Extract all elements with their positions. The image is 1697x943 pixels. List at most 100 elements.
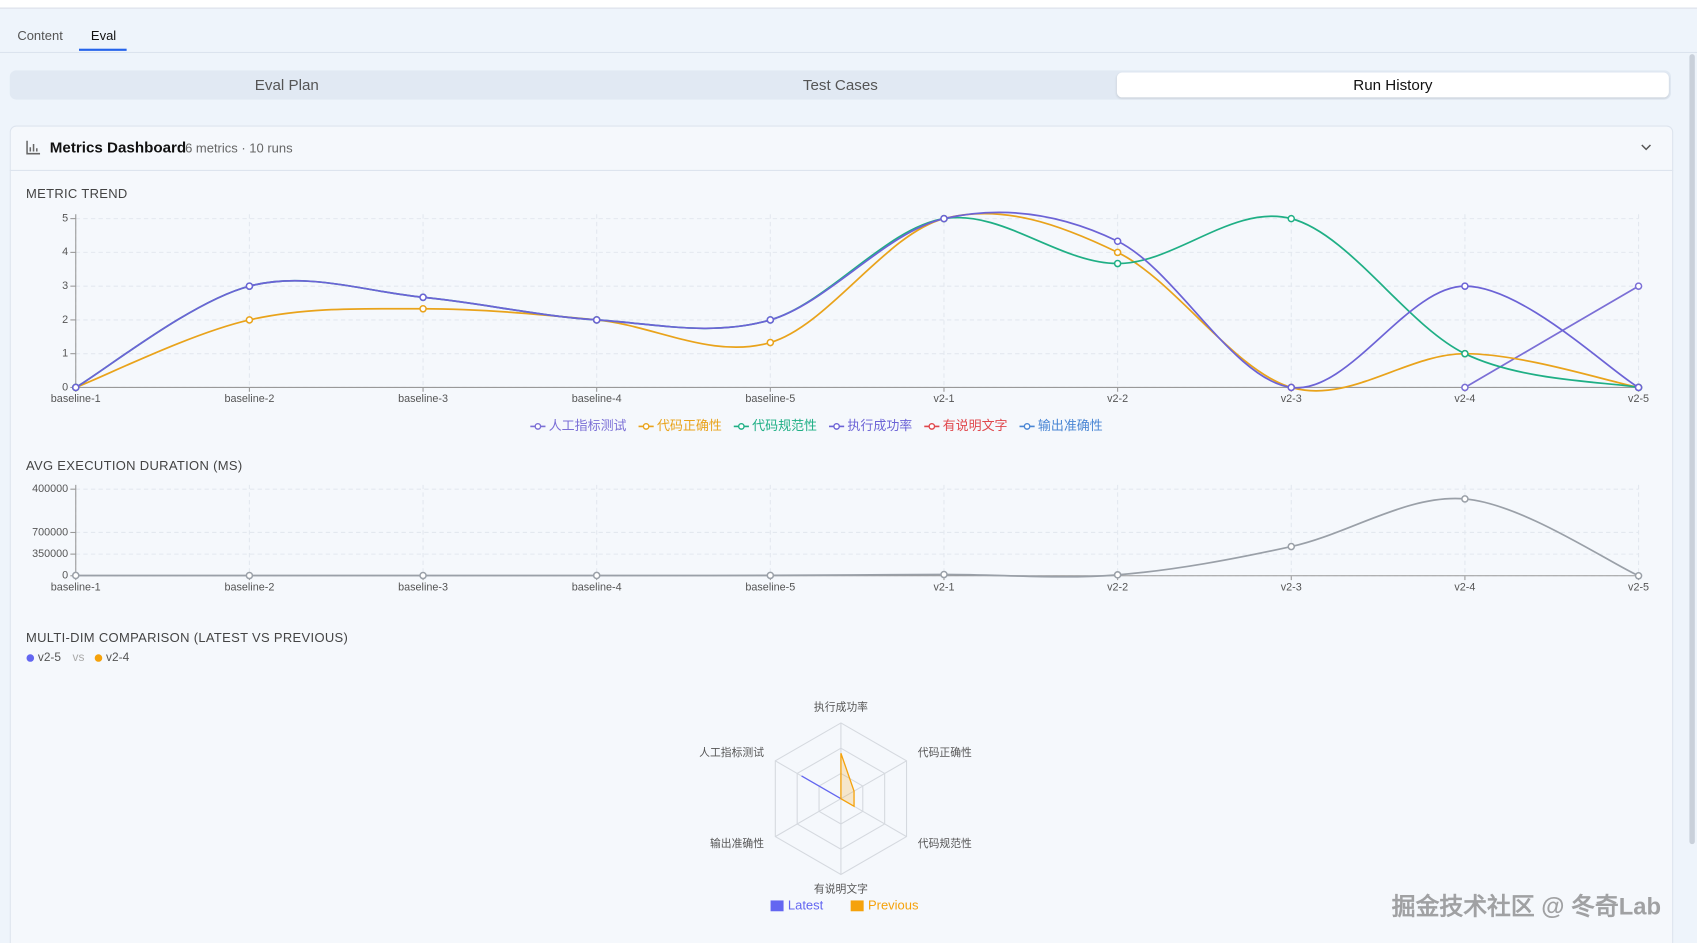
data-point <box>766 338 775 347</box>
card-title: Metrics Dashboard <box>49 138 187 156</box>
data-point <box>1461 495 1469 503</box>
x-tick-label: baseline-2 <box>224 393 274 405</box>
data-point <box>1461 383 1469 392</box>
data-point <box>1461 349 1469 358</box>
series-line <box>75 212 1639 392</box>
data-point <box>940 570 948 579</box>
x-tick-label: v2-4 <box>1454 393 1475 405</box>
collapse-chevron[interactable] <box>1640 142 1653 153</box>
data-point <box>245 282 254 290</box>
data-point <box>1113 571 1122 579</box>
data-point <box>1634 282 1643 290</box>
data-point <box>245 316 254 324</box>
x-tick-label: baseline-5 <box>745 393 795 405</box>
x-tick-label: v2-5 <box>1628 393 1649 405</box>
data-point <box>419 304 427 313</box>
x-tick-label: baseline-3 <box>398 582 448 594</box>
y-tick-label: 4 <box>62 246 68 258</box>
tab-divider <box>0 51 1697 54</box>
watermark: 掘金技术社区 @ 冬奇Lab <box>1391 892 1662 920</box>
y-tick-label: 5 <box>62 212 68 224</box>
x-tick-label: v2-3 <box>1281 582 1302 594</box>
run-label: v2-4 <box>106 650 130 664</box>
segment-active <box>1116 72 1669 98</box>
x-tick-label: baseline-1 <box>51 393 101 405</box>
data-point <box>1113 237 1122 246</box>
segment[interactable]: Run History <box>1353 75 1433 94</box>
data-point <box>419 571 427 580</box>
x-tick-label: v2-2 <box>1107 582 1128 594</box>
chart-title: AVG EXECUTION DURATION (MS) <box>26 458 243 473</box>
series-line <box>1464 285 1639 389</box>
data-point <box>1634 571 1643 580</box>
radar-spoke <box>840 760 907 800</box>
y-tick-label: 350000 <box>32 548 68 560</box>
y-tick-label: 2 <box>62 314 68 326</box>
tab[interactable]: Eval <box>90 28 117 44</box>
top-bar <box>0 0 1697 9</box>
card-summary: 6 metrics · 10 runs <box>185 140 293 156</box>
legend-marker <box>642 423 650 430</box>
data-point <box>245 571 254 580</box>
radar-area <box>801 775 842 800</box>
run-dot <box>94 654 103 662</box>
series-line <box>75 215 1639 389</box>
vs-label: vs <box>73 650 85 664</box>
series-line <box>75 497 1639 578</box>
legend-label: 人工指标测试 <box>549 418 627 433</box>
x-tick-label: baseline-1 <box>51 582 101 594</box>
x-tick-label: baseline-2 <box>224 582 274 594</box>
legend-label: Previous <box>868 897 919 912</box>
legend-label: 执行成功率 <box>847 418 912 433</box>
legend-marker <box>737 423 745 430</box>
scrollbar[interactable] <box>1689 54 1695 845</box>
data-point <box>1113 259 1122 268</box>
chart-title: METRIC TREND <box>26 186 128 201</box>
radar-axis-label: 输出准确性 <box>710 836 764 850</box>
data-point <box>766 571 775 580</box>
data-point <box>71 383 80 392</box>
y-tick-label: 0 <box>62 381 68 393</box>
radar-spoke <box>775 798 842 838</box>
legend-label: Latest <box>788 897 824 912</box>
legend-swatch <box>770 900 784 912</box>
tab[interactable]: Content <box>17 28 63 44</box>
data-point <box>940 214 948 223</box>
segment[interactable]: Test Cases <box>802 75 878 94</box>
chart-title: MULTI-DIM COMPARISON (LATEST VS PREVIOUS… <box>26 630 348 645</box>
run-dot <box>26 654 35 662</box>
x-tick-label: baseline-4 <box>572 393 622 405</box>
y-tick-label: 3 <box>62 280 68 292</box>
radar-axis-label: 代码规范性 <box>918 836 972 850</box>
x-tick-label: v2-5 <box>1628 582 1649 594</box>
card-divider <box>9 169 1674 171</box>
tab-underline <box>79 48 127 51</box>
y-tick-label: 400000 <box>32 483 68 495</box>
x-tick-label: v2-1 <box>933 393 954 405</box>
legend-label: 输出准确性 <box>1038 418 1103 433</box>
legend-label: 代码规范性 <box>752 418 817 433</box>
chart-icon <box>26 140 41 155</box>
x-tick-label: v2-3 <box>1281 393 1302 405</box>
data-point <box>1634 383 1643 392</box>
x-tick-label: v2-4 <box>1454 582 1475 594</box>
segment[interactable]: Eval Plan <box>254 75 319 94</box>
radar-area <box>840 753 855 808</box>
legend-marker <box>928 423 936 430</box>
y-tick-label: 700000 <box>32 526 68 538</box>
data-point <box>1461 282 1469 290</box>
x-tick-label: v2-1 <box>933 582 954 594</box>
data-point <box>71 571 80 580</box>
legend-marker <box>534 423 542 430</box>
legend-label: 有说明文字 <box>943 418 1008 433</box>
legend-label: 代码正确性 <box>657 418 722 433</box>
radar-axis-label: 代码正确性 <box>918 745 972 759</box>
data-point <box>766 316 775 324</box>
x-tick-label: baseline-5 <box>745 582 795 594</box>
x-tick-label: v2-2 <box>1107 393 1128 405</box>
run-label: v2-5 <box>38 650 62 664</box>
radar-axis-label: 人工指标测试 <box>699 745 764 759</box>
legend-marker <box>833 423 841 430</box>
legend-marker <box>1023 423 1031 430</box>
